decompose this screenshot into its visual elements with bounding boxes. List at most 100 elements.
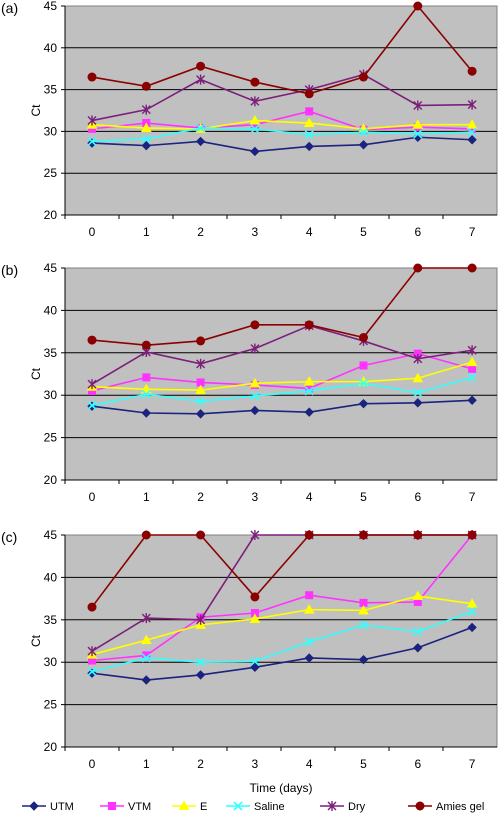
- data-point-dry: [467, 345, 477, 356]
- x-tick-label: 2: [197, 757, 204, 771]
- series-line-dry: [91, 324, 473, 385]
- data-point-e: [412, 590, 424, 601]
- series-saline: [87, 123, 477, 146]
- data-point-amies-gel: [250, 320, 260, 330]
- data-point-utm: [358, 654, 369, 665]
- data-point-saline: [467, 127, 477, 137]
- data-point-amies-gel: [87, 602, 97, 612]
- data-point-saline: [196, 123, 206, 133]
- data-point-e: [358, 604, 369, 615]
- data-point-e: [412, 119, 424, 129]
- data-point-amies-gel: [250, 77, 260, 87]
- data-point-amies-gel: [304, 89, 314, 99]
- data-point-amies-gel: [304, 320, 314, 330]
- x-tick-label: 5: [360, 757, 367, 771]
- data-point-saline: [87, 136, 97, 146]
- data-point-utm: [413, 398, 423, 408]
- series-line-saline: [91, 610, 473, 673]
- plot-area: [64, 5, 498, 216]
- legend-label: Dry: [348, 801, 366, 813]
- data-point-e: [249, 377, 261, 388]
- data-point-saline: [304, 637, 314, 647]
- legend-item-amies-gel: Amies gel: [408, 801, 484, 813]
- data-point-e: [466, 356, 478, 367]
- series-amies-gel: [87, 263, 477, 350]
- data-point-utm: [195, 409, 206, 419]
- x-tick-label: 5: [360, 225, 367, 239]
- y-tick-label: 35: [44, 346, 58, 360]
- legend-item-utm: UTM: [22, 801, 74, 813]
- series-amies-gel: [87, 1, 477, 99]
- data-point-saline: [358, 620, 369, 630]
- data-point-e: [303, 604, 315, 614]
- data-point-saline: [304, 130, 314, 140]
- data-point-vtm: [142, 373, 151, 382]
- y-tick-label: 20: [44, 473, 58, 487]
- panel-label: (c): [1, 529, 17, 545]
- data-point-dry: [196, 614, 206, 625]
- data-point-utm: [195, 670, 206, 680]
- data-point-saline: [141, 389, 151, 399]
- data-point-saline: [250, 124, 260, 134]
- series-amies-gel: [87, 530, 477, 612]
- data-point-dry: [196, 358, 206, 369]
- legend-item-saline: Saline: [226, 801, 285, 813]
- data-point-dry: [87, 646, 97, 657]
- data-point-saline: [196, 657, 206, 667]
- legend-marker: [327, 801, 337, 811]
- data-point-saline: [87, 400, 97, 410]
- series-line-vtm: [91, 534, 473, 662]
- data-point-amies-gel: [250, 592, 260, 602]
- x-tick-label: 3: [252, 757, 259, 771]
- data-point-utm: [358, 398, 369, 409]
- data-point-amies-gel: [413, 1, 423, 11]
- x-tick-label: 7: [469, 757, 476, 771]
- data-point-amies-gel: [467, 263, 477, 273]
- y-tick-label: 25: [44, 698, 58, 712]
- y-tick-label: 30: [44, 388, 58, 402]
- data-point-e: [466, 598, 478, 608]
- data-point-e: [466, 119, 478, 129]
- x-tick-label: 1: [143, 225, 150, 239]
- data-point-utm: [141, 408, 152, 418]
- x-tick-label: 4: [306, 757, 313, 771]
- panel-label: (b): [1, 262, 18, 278]
- series-saline: [87, 372, 477, 410]
- data-point-saline: [250, 656, 260, 666]
- legend-label: UTM: [50, 801, 74, 813]
- legend-label: Amies gel: [436, 801, 484, 813]
- x-tick-label: 7: [469, 225, 476, 239]
- data-point-dry: [413, 353, 423, 364]
- data-point-dry: [467, 99, 477, 110]
- data-point-dry: [87, 379, 97, 390]
- series-line-e: [91, 119, 473, 130]
- data-point-saline: [358, 378, 369, 388]
- series-line-saline: [91, 127, 473, 143]
- x-tick-label: 1: [143, 490, 150, 504]
- data-point-utm: [467, 135, 477, 145]
- plot-area: [64, 534, 498, 748]
- data-point-saline: [196, 396, 206, 406]
- x-tick-label: 3: [252, 225, 259, 239]
- data-point-e: [140, 634, 152, 645]
- data-point-dry: [87, 115, 97, 126]
- data-point-dry: [141, 104, 151, 115]
- x-tick-label: 2: [197, 490, 204, 504]
- data-point-amies-gel: [141, 340, 151, 350]
- data-point-utm: [304, 141, 314, 152]
- data-point-utm: [141, 140, 152, 151]
- series-saline: [87, 606, 477, 677]
- data-point-e: [303, 117, 315, 128]
- legend-label: E: [200, 801, 207, 813]
- data-point-e: [249, 115, 261, 125]
- y-axis-label: Ct: [29, 367, 43, 380]
- data-point-e: [140, 383, 152, 394]
- data-point-e: [195, 384, 206, 395]
- legend-marker: [415, 801, 425, 811]
- data-point-amies-gel: [87, 335, 97, 345]
- series-line-amies-gel: [91, 4, 473, 95]
